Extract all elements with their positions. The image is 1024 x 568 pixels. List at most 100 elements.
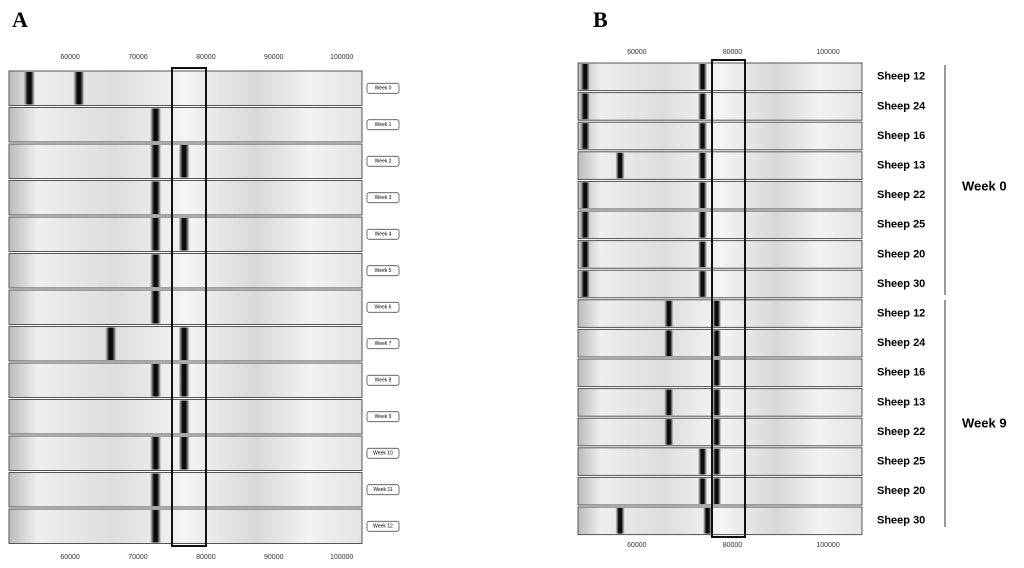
band xyxy=(150,145,162,178)
band xyxy=(698,212,708,238)
lane-label: Sheep 30 xyxy=(877,278,925,290)
band xyxy=(664,330,674,356)
band xyxy=(712,419,722,445)
lane xyxy=(577,92,863,121)
lane-label: Week 3 xyxy=(375,195,392,201)
lane-label: Sheep 13 xyxy=(877,160,925,172)
lane-label-box xyxy=(366,192,400,204)
panel-label: B xyxy=(593,7,608,32)
band xyxy=(698,182,708,208)
lane-label: Week 0 xyxy=(375,86,392,92)
lane-label: Week 6 xyxy=(375,305,392,311)
lane-label: Sheep 20 xyxy=(877,485,925,497)
x-tick-label: 60000 xyxy=(60,554,80,561)
lane xyxy=(577,121,863,151)
band xyxy=(73,72,85,105)
x-tick-label: 60000 xyxy=(60,54,80,61)
band xyxy=(23,72,35,105)
lane xyxy=(577,151,863,180)
lane-label: Sheep 12 xyxy=(877,308,925,320)
x-tick-label: 80000 xyxy=(196,554,216,561)
lane-label: Sheep 12 xyxy=(877,71,925,83)
x-tick-label: 100000 xyxy=(330,554,353,561)
lane-label: Sheep 22 xyxy=(877,426,925,438)
band xyxy=(580,93,590,120)
highlight-box xyxy=(711,59,746,538)
band xyxy=(615,152,625,179)
panel-label: A xyxy=(12,7,28,32)
lane-label: Sheep 25 xyxy=(877,219,925,231)
band xyxy=(150,108,162,141)
band xyxy=(712,300,722,327)
lane xyxy=(577,240,863,269)
lane-label: Sheep 20 xyxy=(877,248,925,260)
lane-label: Week 1 xyxy=(375,122,392,128)
band xyxy=(712,360,722,386)
band xyxy=(698,241,708,268)
band xyxy=(150,218,162,251)
lane-label: Week 9 xyxy=(375,414,392,420)
band xyxy=(150,437,162,470)
lane xyxy=(8,253,363,289)
group-label: Week 0 xyxy=(962,178,1007,193)
band xyxy=(703,508,713,534)
band xyxy=(178,145,190,178)
lane-label-box xyxy=(366,411,400,423)
lane-label: Week 5 xyxy=(375,268,392,274)
lane-label: Sheep 25 xyxy=(877,456,925,468)
x-tick-label: 90000 xyxy=(264,554,284,561)
lane xyxy=(577,506,863,536)
lane-label-box xyxy=(366,484,400,496)
lane-label: Week 7 xyxy=(375,341,392,347)
band xyxy=(178,400,190,433)
band xyxy=(664,300,674,327)
lane xyxy=(8,472,363,508)
band xyxy=(580,271,590,297)
lane xyxy=(577,62,863,92)
lane xyxy=(577,269,863,299)
band xyxy=(150,510,162,543)
lane xyxy=(8,180,363,216)
lane-label-box xyxy=(366,338,400,350)
x-tick-label: 90000 xyxy=(264,54,284,61)
lane xyxy=(577,210,863,240)
lane-label: Sheep 13 xyxy=(877,396,925,408)
lane-label: Sheep 22 xyxy=(877,189,925,201)
x-tick-label: 70000 xyxy=(128,54,148,61)
band xyxy=(698,478,708,504)
highlight-box xyxy=(171,67,207,547)
band xyxy=(712,330,722,356)
lane-label-box xyxy=(366,228,400,240)
lane xyxy=(8,107,363,143)
x-tick-label: 60000 xyxy=(627,542,647,549)
lane xyxy=(8,508,363,544)
lane-label-box xyxy=(366,82,400,94)
band xyxy=(664,389,674,416)
lane xyxy=(8,289,363,325)
band xyxy=(698,152,708,179)
lane-label: Sheep 24 xyxy=(877,100,926,112)
lane-label: Week 4 xyxy=(375,232,392,238)
lane-label: Week 2 xyxy=(375,159,392,165)
band xyxy=(580,64,590,90)
band xyxy=(178,437,190,470)
x-tick-label: 100000 xyxy=(330,54,353,61)
band xyxy=(580,241,590,268)
band xyxy=(615,508,625,534)
x-tick-label: 100000 xyxy=(816,542,839,549)
band xyxy=(580,212,590,238)
band xyxy=(178,218,190,251)
lane xyxy=(8,70,363,106)
x-tick-label: 60000 xyxy=(627,49,647,56)
band xyxy=(150,254,162,287)
lane-label: Sheep 30 xyxy=(877,515,925,527)
lane-label: Sheep 16 xyxy=(877,367,925,379)
band xyxy=(178,364,190,397)
lane-label-box xyxy=(366,520,400,532)
lane-label-box xyxy=(366,119,400,131)
band xyxy=(698,93,708,120)
band xyxy=(712,448,722,475)
band xyxy=(178,327,190,360)
band xyxy=(580,182,590,208)
